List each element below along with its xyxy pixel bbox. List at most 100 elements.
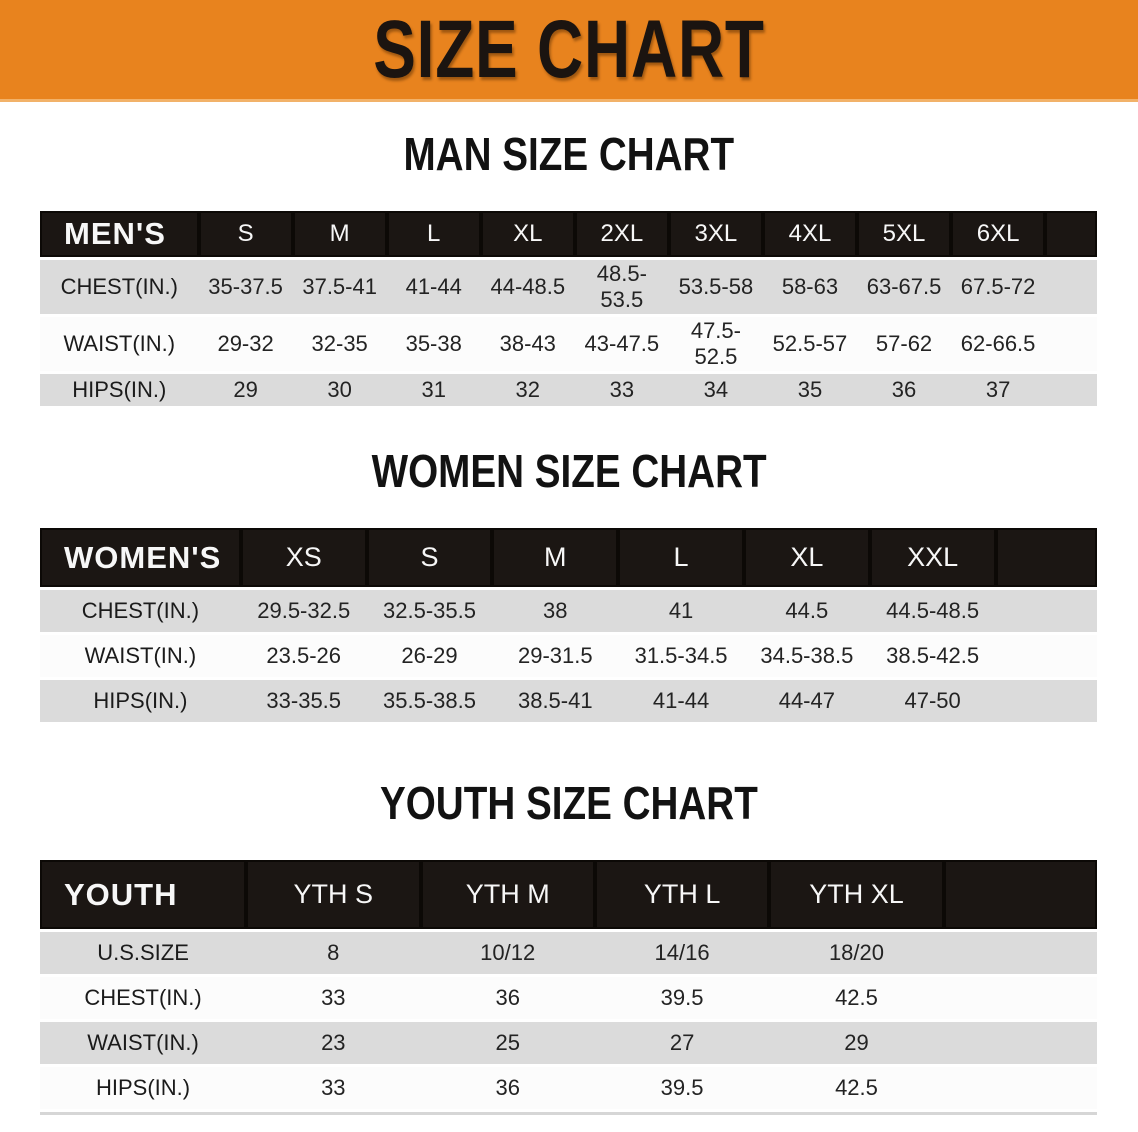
youth-section-heading-text: YOUTH SIZE CHART (380, 777, 758, 829)
banner-title: SIZE CHART (373, 3, 765, 95)
size-column-header: M (492, 528, 619, 590)
cell-value: 38 (492, 588, 619, 635)
cell-value: 29-31.5 (492, 633, 619, 680)
cell-value: 35 (762, 372, 857, 409)
cell-value: 36 (857, 372, 952, 409)
cell-value: 26-29 (366, 633, 493, 680)
cell-value: 47-50 (869, 678, 996, 725)
cell-value: 32 (480, 372, 575, 409)
cell-value: 38-43 (480, 315, 575, 374)
table-header-row: MEN'S S M L XL 2XL 3XL 4XL 5XL 6XL (40, 211, 1097, 260)
size-column-header: YTH L (594, 860, 770, 932)
row-label: CHEST(IN.) (40, 258, 199, 317)
men-section-heading: MAN SIZE CHART (0, 126, 1138, 191)
cell-value: 44-47 (743, 678, 870, 725)
row-label: CHEST(IN.) (40, 588, 241, 635)
group-label: MEN'S (40, 211, 199, 260)
header-spacer (1045, 211, 1097, 260)
cell-value: 32-35 (292, 315, 387, 374)
women-section-heading-text: WOMEN SIZE CHART (371, 445, 767, 497)
row-spacer (943, 930, 1097, 977)
table-row: WAIST(IN.) 29-32 32-35 35-38 38-43 43-47.5 47.… (40, 315, 1097, 374)
header-spacer (995, 528, 1097, 590)
men-table-body: CHEST(IN.) 35-37.5 37.5-41 41-44 44-48.5 48.5… (40, 258, 1097, 409)
cell-value: 35-38 (386, 315, 481, 374)
cell-value: 37 (951, 372, 1046, 409)
cell-value: 29.5-32.5 (240, 588, 367, 635)
banner: SIZE CHART (0, 0, 1138, 102)
youth-table-bottom-rule (40, 1112, 1097, 1115)
cell-value: 41 (618, 588, 744, 635)
youth-size-table: YOUTH YTH S YTH M YTH L YTH XL U.S.SIZE 8 10/1… (40, 860, 1097, 1112)
cell-value: 35-37.5 (198, 258, 293, 317)
size-column-header: L (386, 211, 481, 260)
row-spacer (1045, 315, 1097, 374)
cell-value: 44-48.5 (480, 258, 575, 317)
size-column-header: 2XL (574, 211, 669, 260)
cell-value: 43-47.5 (574, 315, 669, 374)
row-label: CHEST(IN.) (40, 975, 247, 1022)
cell-value: 29-32 (198, 315, 293, 374)
row-label: HIPS(IN.) (40, 1065, 247, 1112)
women-section-heading: WOMEN SIZE CHART (0, 443, 1138, 508)
cell-value: 41-44 (618, 678, 744, 725)
row-label: HIPS(IN.) (40, 372, 199, 409)
size-column-header: 5XL (857, 211, 952, 260)
cell-value: 34.5-38.5 (743, 633, 870, 680)
row-label: WAIST(IN.) (40, 633, 241, 680)
cell-value: 41-44 (386, 258, 481, 317)
cell-value: 39.5 (594, 1065, 770, 1112)
row-spacer (995, 633, 1097, 680)
row-spacer (995, 678, 1097, 725)
cell-value: 62-66.5 (951, 315, 1046, 374)
cell-value: 39.5 (594, 975, 770, 1022)
cell-value: 38.5-41 (492, 678, 619, 725)
cell-value: 52.5-57 (762, 315, 857, 374)
cell-value: 42.5 (769, 1065, 944, 1112)
cell-value: 48.5-53.5 (574, 258, 669, 317)
table-row: HIPS(IN.) 33-35.5 35.5-38.5 38.5-41 41-44 44-… (40, 678, 1097, 725)
cell-value: 23 (246, 1020, 421, 1067)
size-column-header: M (292, 211, 387, 260)
size-column-header: S (366, 528, 493, 590)
cell-value: 14/16 (594, 930, 770, 977)
size-column-header: XL (480, 211, 575, 260)
cell-value: 38.5-42.5 (869, 633, 996, 680)
size-column-header: XS (240, 528, 367, 590)
cell-value: 67.5-72 (951, 258, 1046, 317)
cell-value: 36 (420, 1065, 595, 1112)
row-spacer (943, 975, 1097, 1022)
youth-table-body: U.S.SIZE 8 10/12 14/16 18/20 CHEST(IN.) 33 36 39… (40, 930, 1097, 1112)
header-spacer (943, 860, 1097, 932)
cell-value: 34 (668, 372, 763, 409)
size-column-header: 6XL (951, 211, 1046, 260)
table-row: U.S.SIZE 8 10/12 14/16 18/20 (40, 930, 1097, 977)
cell-value: 44.5 (743, 588, 870, 635)
size-column-header: XXL (869, 528, 996, 590)
cell-value: 53.5-58 (668, 258, 763, 317)
table-row: CHEST(IN.) 29.5-32.5 32.5-35.5 38 41 44.5 44.5… (40, 588, 1097, 635)
table-row: WAIST(IN.) 23.5-26 26-29 29-31.5 31.5-34.5 34… (40, 633, 1097, 680)
row-label: HIPS(IN.) (40, 678, 241, 725)
men-size-table: MEN'S S M L XL 2XL 3XL 4XL 5XL 6XL CHEST(IN.) 35-3… (40, 211, 1097, 409)
cell-value: 8 (246, 930, 421, 977)
table-row: WAIST(IN.) 23 25 27 29 (40, 1020, 1097, 1067)
cell-value: 36 (420, 975, 595, 1022)
size-column-header: YTH XL (769, 860, 944, 932)
women-table-header: WOMEN'S XS S M L XL XXL (40, 528, 1097, 590)
cell-value: 31 (386, 372, 481, 409)
youth-table-header: YOUTH YTH S YTH M YTH L YTH XL (40, 860, 1097, 932)
row-label: WAIST(IN.) (40, 315, 199, 374)
cell-value: 32.5-35.5 (366, 588, 493, 635)
cell-value: 29 (198, 372, 293, 409)
women-size-table: WOMEN'S XS S M L XL XXL CHEST(IN.) 29.5-32.5 32.… (40, 528, 1097, 725)
table-header-row: YOUTH YTH S YTH M YTH L YTH XL (40, 860, 1097, 932)
cell-value: 25 (420, 1020, 595, 1067)
women-table-body: CHEST(IN.) 29.5-32.5 32.5-35.5 38 41 44.5 44.5… (40, 588, 1097, 725)
table-row: HIPS(IN.) 29 30 31 32 33 34 35 36 37 (40, 372, 1097, 409)
table-row: CHEST(IN.) 35-37.5 37.5-41 41-44 44-48.5 48.5… (40, 258, 1097, 317)
table-row: CHEST(IN.) 33 36 39.5 42.5 (40, 975, 1097, 1022)
size-column-header: 3XL (668, 211, 763, 260)
cell-value: 29 (769, 1020, 944, 1067)
table-row: HIPS(IN.) 33 36 39.5 42.5 (40, 1065, 1097, 1112)
